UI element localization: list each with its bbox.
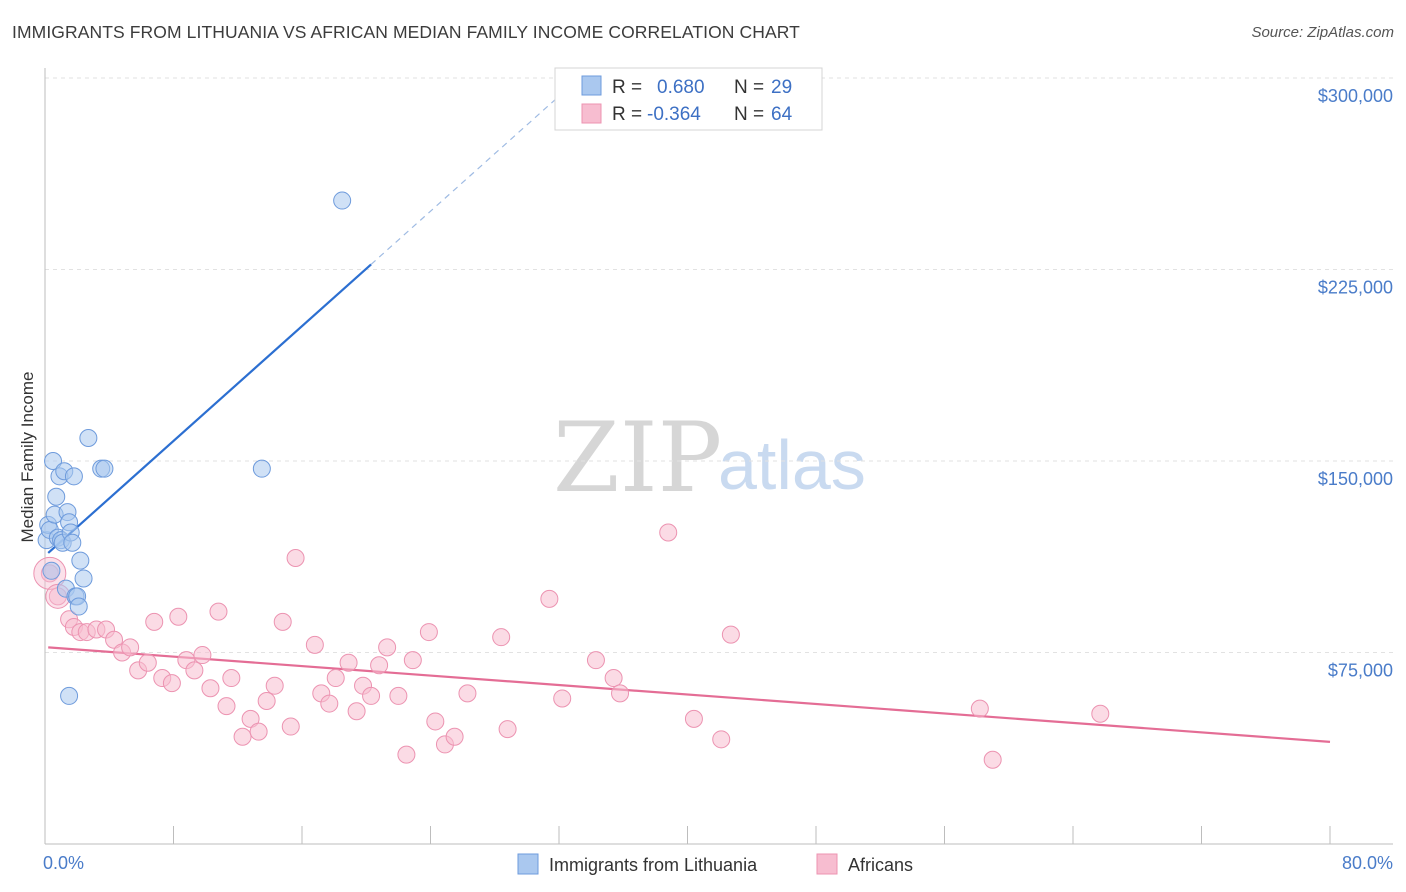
series-africans (33, 523, 1110, 769)
data-point-africans (320, 694, 339, 713)
data-point-lithuania (79, 429, 98, 448)
legend-r-value-pink: -0.364 (647, 104, 701, 125)
data-point-africans (970, 699, 989, 718)
data-point-africans (281, 717, 300, 736)
watermark-zip: ZIP (553, 402, 722, 514)
data-point-africans (138, 653, 157, 672)
data-point-lithuania (95, 459, 114, 478)
legend-r-label-blue: R = (612, 77, 642, 98)
data-point-africans (684, 709, 703, 728)
bottom-legend-swatch-lithuania (517, 853, 539, 875)
data-point-africans (201, 679, 220, 698)
data-point-africans (209, 602, 228, 621)
data-point-africans (458, 684, 477, 703)
data-point-africans (257, 692, 276, 711)
data-point-africans (326, 669, 345, 688)
series-lithuania (37, 191, 352, 705)
chart-title: IMMIGRANTS FROM LITHUANIA VS AFRICAN MED… (12, 22, 800, 42)
data-point-lithuania (44, 452, 63, 470)
data-point-africans (492, 628, 511, 647)
data-point-africans (370, 656, 389, 675)
data-point-lithuania (47, 487, 66, 506)
bottom-legend-label-lithuania: Immigrants from Lithuania (549, 855, 758, 875)
data-point-africans (362, 686, 381, 705)
series-legend: Immigrants from Lithuania Africans (517, 853, 913, 875)
y-tick-label: $75,000 (1328, 661, 1393, 681)
stats-legend: R = 0.680 N = 29 R = -0.364 N = 64 (554, 67, 823, 131)
data-point-africans (286, 549, 305, 568)
data-point-africans (419, 623, 438, 642)
legend-n-value-blue: 29 (771, 77, 792, 98)
watermark-atlas: atlas (718, 426, 866, 504)
x-tick-label-min: 0.0% (43, 853, 84, 873)
legend-r-label-pink: R = (612, 104, 642, 125)
data-point-africans (249, 722, 268, 741)
data-point-africans (983, 750, 1002, 769)
data-point-africans (193, 646, 212, 665)
data-point-lithuania (252, 459, 271, 478)
axes (44, 68, 1393, 845)
data-point-africans (265, 676, 284, 695)
data-point-africans (586, 651, 605, 670)
data-point-africans (540, 589, 559, 608)
trendline-lithuania-extension (370, 69, 589, 265)
legend-n-value-pink: 64 (771, 104, 793, 125)
data-point-africans (403, 651, 422, 670)
data-point-africans (305, 635, 324, 654)
y-tick-label: $225,000 (1318, 278, 1393, 298)
data-point-lithuania (42, 561, 61, 580)
data-point-africans (604, 669, 623, 688)
data-point-africans (498, 720, 517, 739)
data-point-africans (233, 727, 252, 746)
grid-lines (45, 77, 1393, 653)
data-point-africans (339, 653, 358, 672)
data-point-lithuania (74, 569, 93, 588)
legend-swatch-pink (581, 103, 602, 124)
data-point-lithuania (333, 191, 352, 210)
data-point-africans (389, 686, 408, 705)
data-point-africans (397, 745, 416, 764)
data-point-africans (222, 669, 241, 688)
data-point-africans (162, 674, 181, 693)
legend-r-value-blue: 0.680 (657, 77, 705, 98)
data-point-africans (121, 638, 140, 657)
bottom-legend-swatch-africans (816, 853, 838, 875)
y-axis-label: Median Family Income (18, 371, 37, 542)
data-point-africans (273, 612, 292, 631)
data-point-africans (712, 730, 731, 749)
data-point-africans (553, 689, 572, 708)
y-tick-label: $150,000 (1318, 469, 1393, 489)
data-point-lithuania (64, 467, 83, 486)
bottom-legend-label-africans: Africans (848, 855, 913, 875)
x-tick-label-max: 80.0% (1342, 853, 1393, 873)
trendline-lithuania (47, 263, 372, 554)
data-point-africans (347, 702, 366, 721)
data-point-africans (169, 607, 188, 626)
data-point-africans (611, 684, 630, 703)
tick-labels: $75,000 $150,000 $225,000 $300,000 0.0% 80.0% (43, 86, 1393, 873)
data-point-africans (445, 727, 464, 746)
data-point-lithuania (60, 686, 79, 705)
data-point-lithuania (71, 551, 90, 570)
data-point-africans (241, 709, 260, 728)
data-point-africans (185, 661, 204, 680)
y-tick-label: $300,000 (1318, 86, 1393, 106)
chart-source: Source: ZipAtlas.com (1251, 24, 1394, 41)
trendline-africans (48, 646, 1331, 743)
data-point-africans (426, 712, 445, 731)
data-point-africans (1091, 704, 1110, 723)
data-point-lithuania (69, 597, 88, 616)
data-point-africans (105, 630, 124, 649)
data-point-africans (145, 612, 164, 631)
data-point-africans (378, 638, 397, 657)
data-point-africans (721, 625, 740, 644)
data-point-africans (217, 697, 236, 716)
legend-n-label-pink: N = (734, 104, 764, 125)
data-point-lithuania (63, 533, 82, 552)
data-point-africans (659, 523, 678, 542)
legend-swatch-blue (581, 75, 602, 96)
trendlines (47, 69, 1331, 743)
legend-n-label-blue: N = (734, 77, 764, 98)
